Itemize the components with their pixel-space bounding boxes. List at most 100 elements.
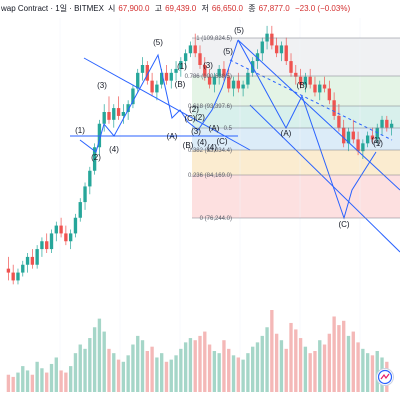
- wave-label: (4): [109, 145, 119, 154]
- candle-body: [246, 72, 250, 85]
- candle-body: [294, 72, 298, 77]
- wave-label: (3): [191, 127, 201, 136]
- volume-bar: [102, 331, 106, 392]
- candle-body: [54, 225, 58, 234]
- candle-body: [342, 127, 346, 144]
- candle-body: [150, 80, 154, 93]
- volume-bar: [255, 342, 260, 392]
- change-value: −23.0 (−0.03%): [294, 3, 351, 13]
- volume-bar: [59, 370, 63, 392]
- wave-path: [79, 39, 239, 153]
- tradingview-logo-icon[interactable]: [376, 368, 394, 386]
- elliott-wave-lines: [70, 39, 400, 253]
- candle-body: [212, 76, 217, 85]
- symbol-title[interactable]: wap Contract · 1일 · BITMEX: [1, 3, 104, 13]
- volume-bar: [78, 344, 82, 392]
- volume-bar: [294, 329, 298, 392]
- candle-body: [6, 268, 11, 273]
- close-label: 종: [248, 3, 256, 13]
- candle-body: [270, 33, 274, 46]
- candle-body: [49, 233, 54, 250]
- candle-body: [203, 65, 207, 77]
- volume-bar: [107, 348, 111, 392]
- volume-bar: [155, 357, 159, 392]
- volume-bar: [212, 351, 217, 392]
- candle-body: [303, 76, 308, 85]
- high-value: 69,439.0: [165, 3, 197, 13]
- candle-body: [179, 61, 183, 69]
- volume-bar: [327, 333, 332, 392]
- wave-label: (A): [281, 129, 292, 138]
- volume-bar: [342, 320, 346, 392]
- volume-bar: [313, 351, 317, 392]
- candle-body: [116, 108, 121, 116]
- volume-bar: [289, 322, 293, 392]
- candle-body: [160, 72, 164, 85]
- volume-bar: [188, 338, 193, 392]
- fib-level-label: 0.786 (100,638.5): [185, 74, 232, 80]
- open-value: 67,900.0: [118, 3, 150, 13]
- volume-bar: [260, 335, 264, 392]
- candle-body: [227, 76, 231, 89]
- candle-body: [308, 76, 312, 85]
- candle-body: [274, 45, 279, 54]
- volume-bar: [361, 348, 365, 392]
- volume-bar: [83, 348, 87, 392]
- candle-body: [35, 249, 39, 265]
- candles: [6, 25, 394, 285]
- candle-body: [370, 135, 375, 140]
- candle-body: [107, 112, 111, 120]
- high-label: 고: [154, 3, 163, 13]
- fib-level-label: 1 (109,824.5): [196, 36, 232, 42]
- candle-body: [136, 72, 140, 89]
- wave-label: (3): [97, 81, 107, 90]
- candle-body: [313, 84, 317, 93]
- candle-body: [365, 135, 370, 144]
- candle-body: [361, 143, 365, 152]
- candle-body: [260, 41, 264, 54]
- candle-body: [131, 88, 135, 105]
- low-value: 66,650.0: [211, 3, 243, 13]
- candle-body: [289, 61, 293, 73]
- volume-bar: [160, 353, 164, 392]
- candle-body: [375, 127, 379, 140]
- dashed-trend-line: [229, 59, 393, 141]
- volume-bar: [279, 340, 284, 392]
- candle-body: [231, 80, 236, 89]
- fib-level-label: 0.5: [224, 126, 233, 132]
- volume-bar: [231, 355, 236, 392]
- candle-body: [45, 241, 49, 250]
- candle-body: [241, 84, 245, 89]
- candle-body: [337, 115, 341, 128]
- volume-bar: [365, 353, 370, 392]
- fib-level-label: 0 (76,244.0): [200, 216, 232, 222]
- candle-body: [255, 53, 260, 62]
- fib-bands: [192, 38, 400, 218]
- volume-bar: [227, 348, 231, 392]
- fib-band: [192, 175, 400, 218]
- fib-level-label: 0.382 (83,034.4): [188, 148, 232, 154]
- candle-body: [174, 68, 178, 73]
- wave-label: (C): [338, 220, 349, 229]
- volume-bar: [64, 372, 68, 392]
- volume-bar: [150, 346, 154, 392]
- volume-bar: [68, 366, 73, 392]
- wave-path: [237, 39, 377, 220]
- candle-body: [25, 256, 30, 265]
- volume-bar: [356, 342, 360, 392]
- candle-body: [265, 33, 269, 42]
- candle-body: [198, 53, 202, 65]
- candle-body: [222, 68, 226, 77]
- volume-bar: [332, 316, 336, 392]
- volume-bar: [145, 351, 149, 392]
- volume-bar: [346, 335, 351, 392]
- volume-bar: [11, 376, 15, 392]
- volume-bar: [203, 331, 207, 392]
- volume-bar: [265, 327, 269, 392]
- wave-label: (A): [209, 124, 220, 133]
- candle-body: [279, 45, 284, 54]
- wave-labels: (1) (2) (3) (4) (5) (A) (B) (C) (1) (2) (3) (4) (5) (…: [75, 26, 383, 229]
- candle-body: [207, 76, 212, 85]
- volume-bar: [6, 374, 11, 392]
